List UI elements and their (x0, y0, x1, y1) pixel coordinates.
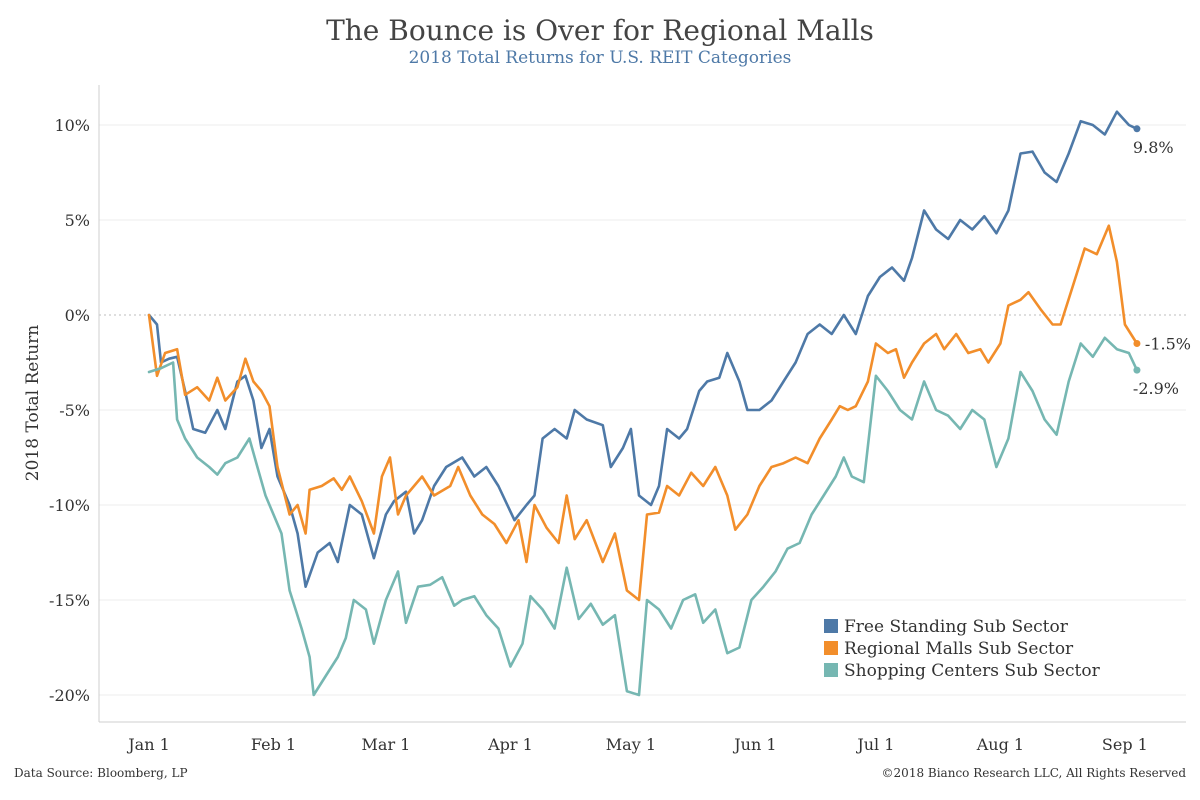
x-axis-ticks: Jan 1 Feb 1 Mar 1 Apr 1 May 1 Jun 1 Jul 1 Aug 1… (126, 735, 1148, 754)
legend-label: Regional Malls Sub Sector (844, 639, 1074, 659)
chart-title: The Bounce is Over for Regional Malls (326, 14, 874, 47)
series-line-shopping-centers-sub-sector (147, 336, 1139, 697)
x-tick-label: Jun 1 (732, 735, 776, 754)
series-end-label: -1.5% (1145, 335, 1191, 354)
y-tick-label: -5% (59, 401, 90, 420)
series-lines: 9.8% -1.5% -2.9% (147, 110, 1191, 697)
y-tick-label: 10% (54, 116, 90, 135)
y-tick-label: -10% (49, 496, 90, 515)
chart-subtitle: 2018 Total Returns for U.S. REIT Categor… (408, 48, 792, 68)
series-line-free-standing-sub-sector (147, 110, 1139, 588)
series-end-marker (1133, 125, 1141, 133)
legend-label: Free Standing Sub Sector (844, 617, 1069, 637)
series-end-label: -2.9% (1133, 379, 1179, 398)
y-tick-label: -15% (49, 591, 90, 610)
y-tick-label: -20% (49, 686, 90, 705)
legend-label: Shopping Centers Sub Sector (844, 661, 1101, 681)
x-tick-label: Jul 1 (855, 735, 894, 754)
copyright-note: ©2018 Bianco Research LLC, All Rights Re… (881, 766, 1186, 780)
legend-swatch (824, 663, 838, 677)
series-end-label: 9.8% (1133, 138, 1174, 157)
y-axis-label: 2018 Total Return (23, 325, 43, 481)
y-tick-label: 5% (65, 211, 90, 230)
gridlines (99, 124, 1186, 696)
x-tick-label: Feb 1 (251, 735, 296, 754)
y-tick-label: 0% (65, 306, 90, 325)
x-tick-label: Mar 1 (362, 735, 411, 754)
x-tick-label: Jan 1 (126, 735, 170, 754)
x-tick-label: Aug 1 (976, 735, 1024, 754)
x-tick-label: Apr 1 (487, 735, 533, 754)
series-end-marker (1133, 366, 1141, 374)
legend-swatch (824, 641, 838, 655)
series-line-regional-malls-sub-sector (147, 224, 1139, 602)
data-source-note: Data Source: Bloomberg, LP (14, 766, 188, 780)
x-tick-label: Sep 1 (1102, 735, 1148, 754)
legend-swatch (824, 619, 838, 633)
y-axis-ticks: 10% 5% 0% -5% -10% -15% -20% (49, 116, 90, 705)
x-tick-label: May 1 (606, 735, 656, 754)
series-end-marker (1133, 340, 1141, 347)
